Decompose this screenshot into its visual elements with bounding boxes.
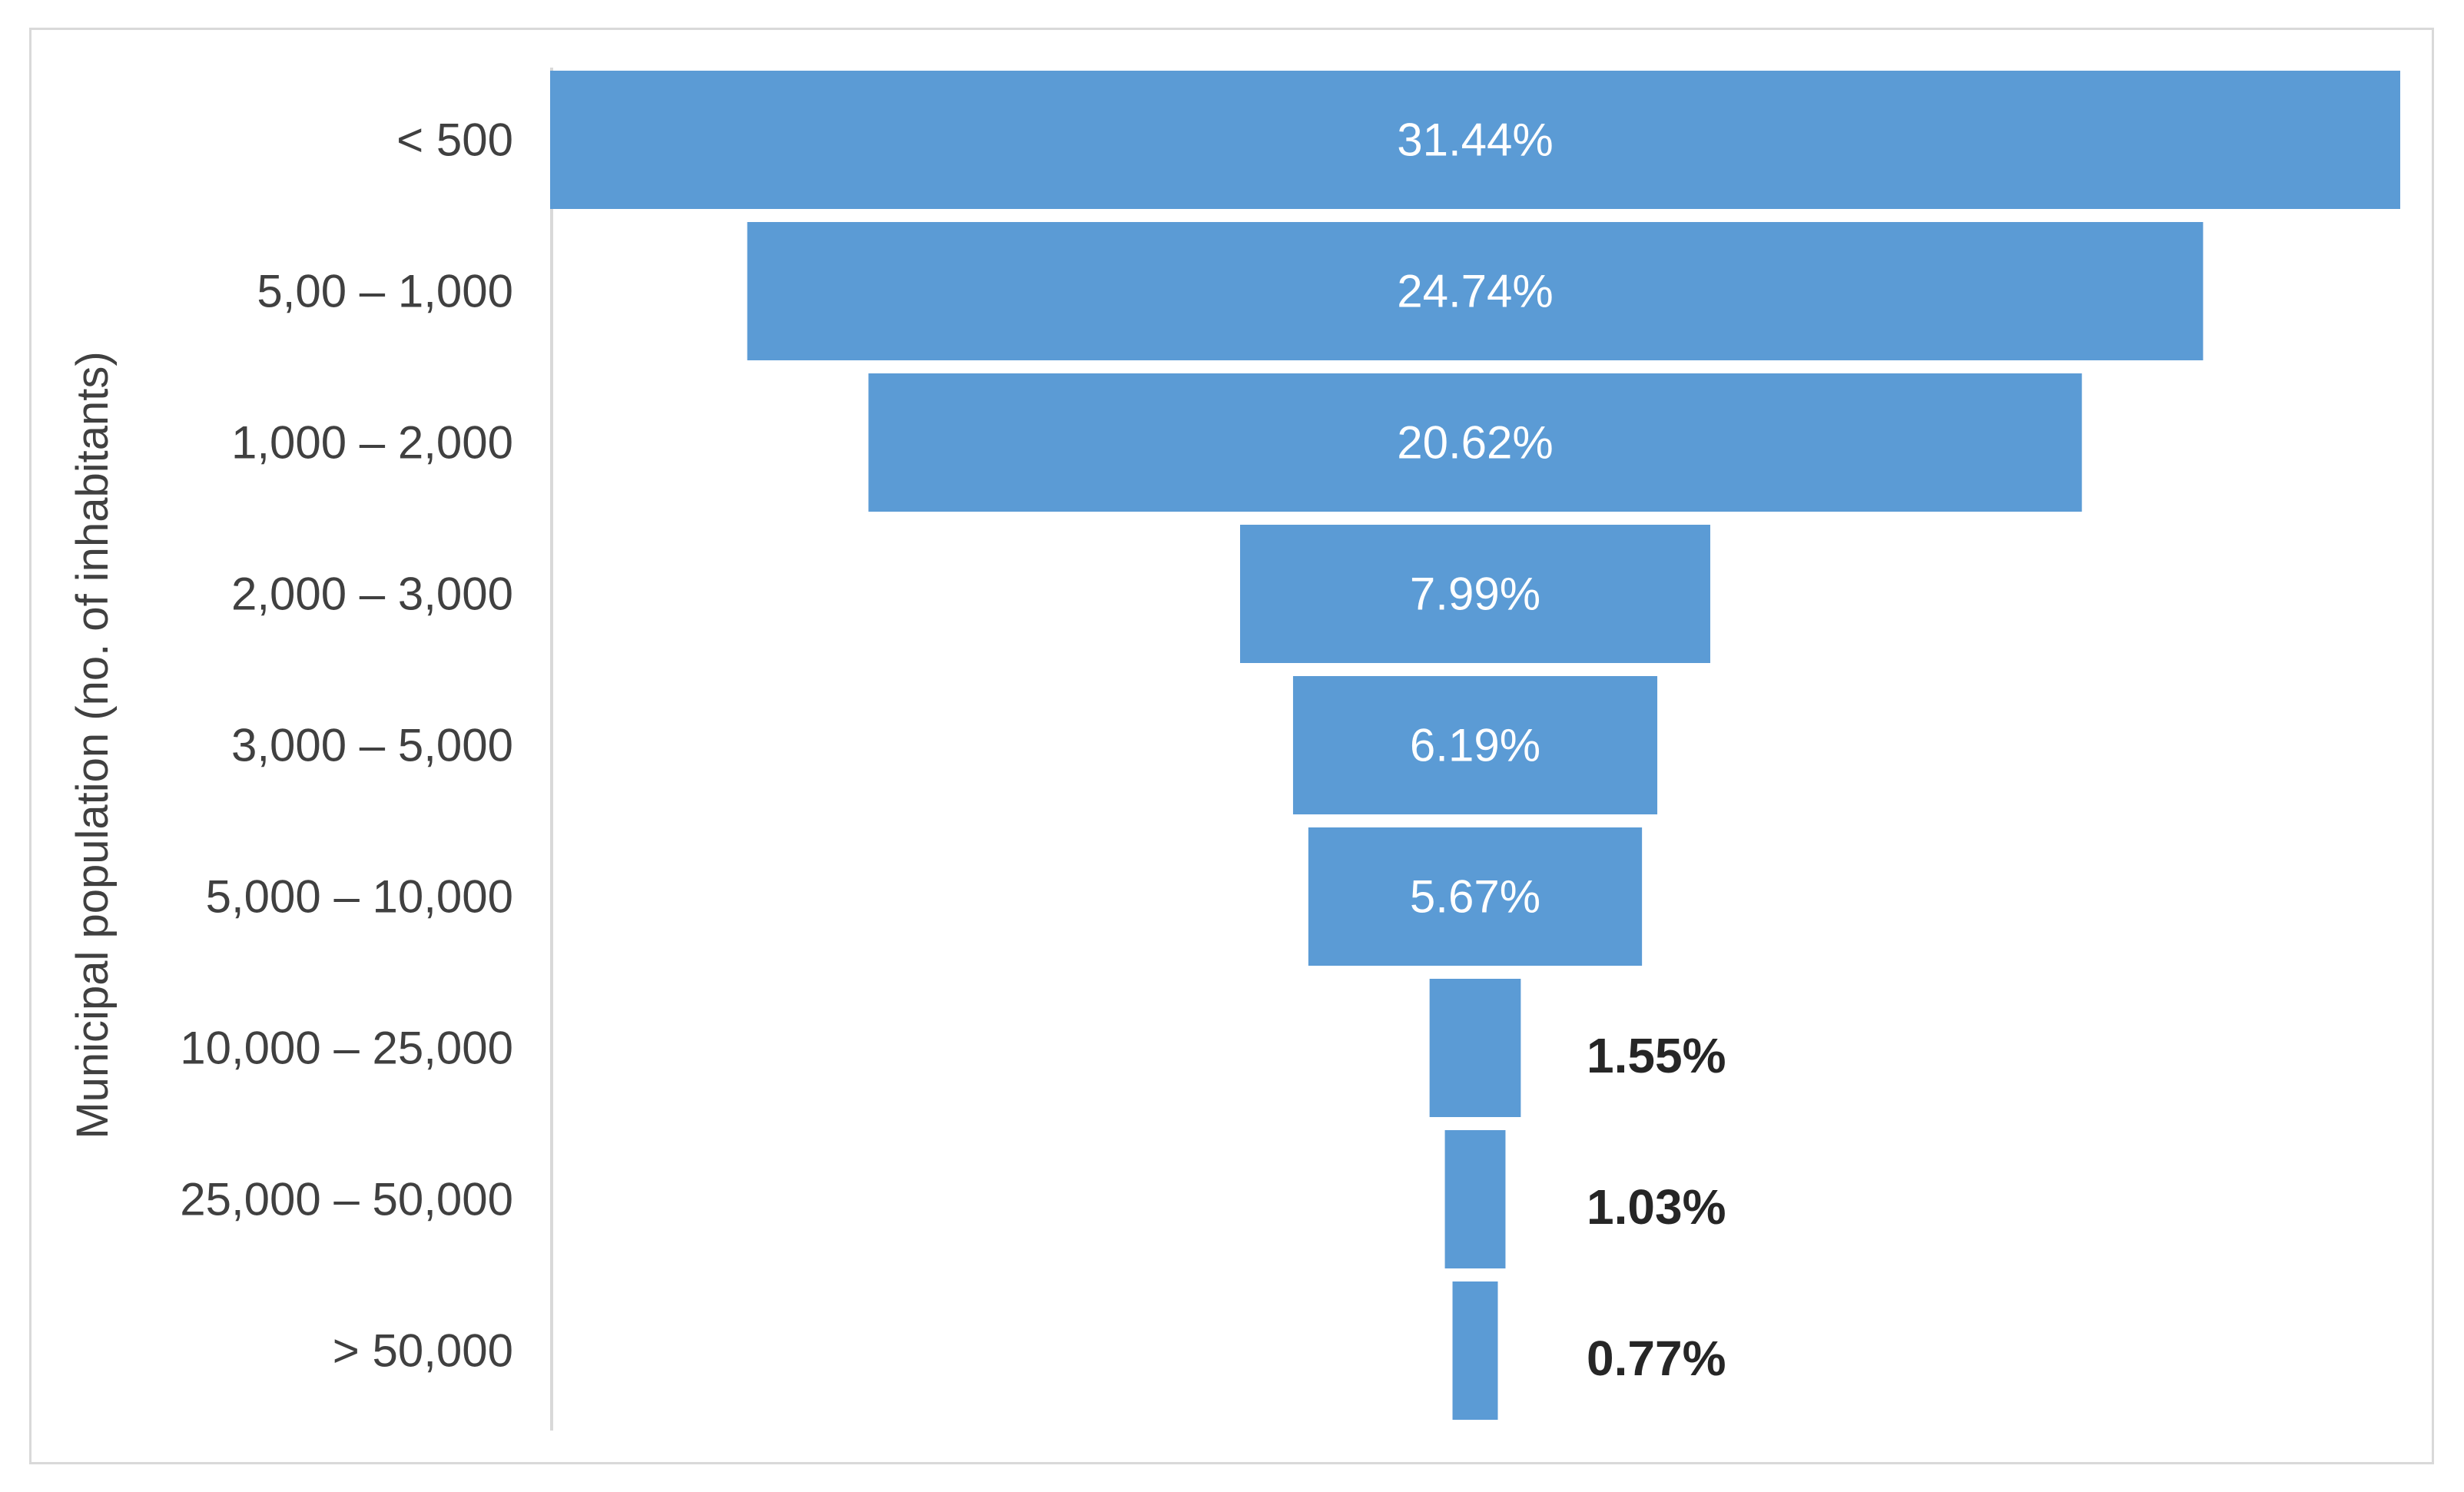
category-label: < 500 xyxy=(396,114,513,166)
category-label: 5,00 – 1,000 xyxy=(257,266,513,317)
category-label: 10,000 – 25,000 xyxy=(180,1023,513,1074)
funnel-bar xyxy=(1444,1130,1506,1268)
category-label: 1,000 – 2,000 xyxy=(231,417,513,469)
value-label: 1.55% xyxy=(1587,1028,1726,1083)
value-label: 31.44% xyxy=(1397,114,1554,166)
value-label: 24.74% xyxy=(1397,266,1554,317)
category-label: > 50,000 xyxy=(333,1325,513,1377)
value-label: 20.62% xyxy=(1397,417,1554,469)
category-label: 3,000 – 5,000 xyxy=(231,720,513,771)
funnel-bar xyxy=(747,222,2204,360)
value-label: 0.77% xyxy=(1587,1331,1726,1386)
funnel-bar xyxy=(1292,676,1658,814)
value-labels: 31.44% 24.74% 20.62% 7.99% 6.19% 5.67% 1.55% 1.… xyxy=(1397,114,1726,1387)
category-labels: < 500 5,00 – 1,000 1,000 – 2,000 2,000 – 3,… xyxy=(180,114,513,1377)
category-label: 2,000 – 3,000 xyxy=(231,569,513,620)
category-label: 5,000 – 10,000 xyxy=(206,871,513,923)
funnel-bar xyxy=(1240,525,1710,663)
bars-group xyxy=(550,71,2400,1420)
funnel-bar xyxy=(1452,1281,1498,1420)
funnel-bar xyxy=(1429,979,1521,1117)
funnel-bar xyxy=(868,373,2082,512)
value-label: 5.67% xyxy=(1410,871,1540,923)
value-label: 1.03% xyxy=(1587,1179,1726,1235)
value-label: 6.19% xyxy=(1410,720,1540,771)
category-label: 25,000 – 50,000 xyxy=(180,1174,513,1225)
value-label: 7.99% xyxy=(1410,569,1540,620)
funnel-bar xyxy=(1308,827,1643,966)
y-axis-title: Municipal population (no. of inhabitants… xyxy=(68,351,118,1139)
funnel-bar xyxy=(550,71,2400,209)
